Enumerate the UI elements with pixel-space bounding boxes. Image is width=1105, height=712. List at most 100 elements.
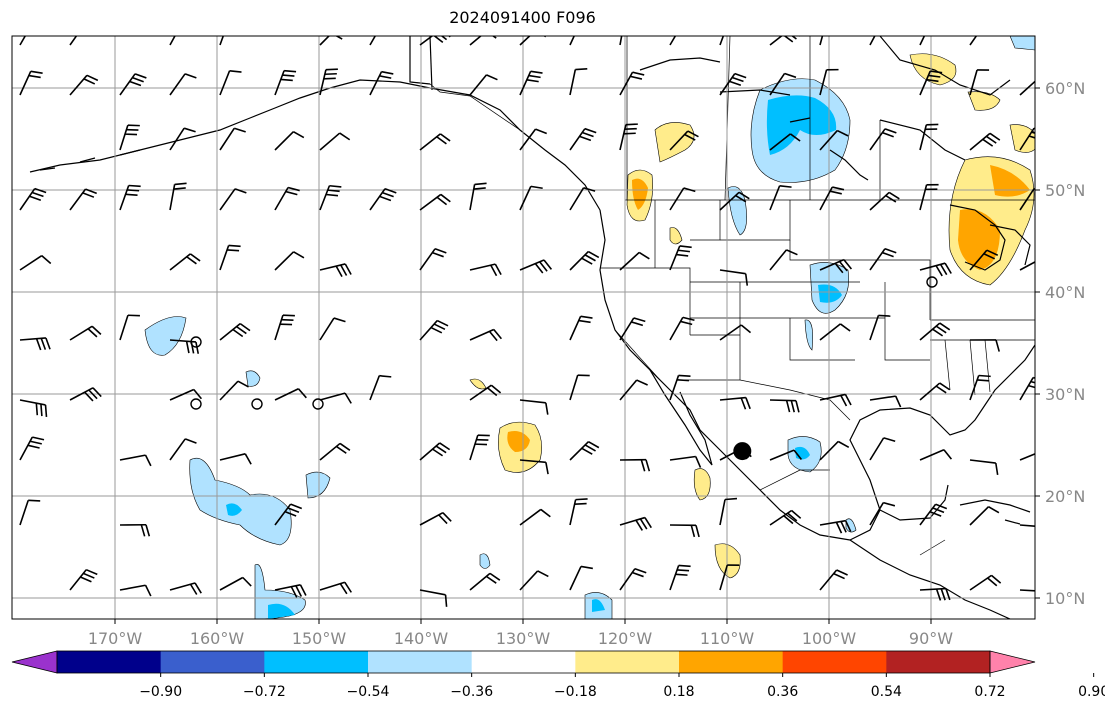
wind-barb: [19, 187, 47, 211]
wind-barb: [869, 314, 891, 341]
wind-barb: [819, 186, 845, 211]
calm-wind-circle: [312, 398, 324, 410]
wind-barb: [319, 263, 352, 278]
wind-barb: [319, 442, 351, 461]
wind-barb: [669, 36, 677, 46]
wind-barb: [69, 36, 78, 46]
wind-barb: [819, 129, 849, 151]
wind-barb: [819, 440, 850, 461]
wind-barb: [569, 440, 600, 461]
calm-wind-circle: [190, 398, 202, 410]
lat-tick-label: 40°N: [1045, 283, 1085, 302]
wind-barb: [669, 245, 692, 271]
wind-barb: [69, 188, 97, 211]
coastlines: [29, 36, 1035, 619]
wind-barb: [119, 124, 140, 151]
colorbar: −0.90 −0.72 −0.54 −0.36 −0.18 0.18 0.36 0.54 0.7…: [11, 650, 1105, 700]
wind-barb: [519, 399, 549, 415]
wind-barb: [569, 36, 576, 46]
wind-barb: [769, 36, 801, 46]
wind-barb: [769, 72, 797, 96]
wind-barb: [919, 70, 943, 96]
wind-barb: [169, 182, 187, 211]
wind-barb: [319, 68, 338, 96]
colorbar-tick-label: 0.90: [1078, 684, 1105, 700]
lon-tick-label: 110°W: [700, 629, 755, 648]
wind-barb: [919, 382, 951, 401]
wind-barb: [1019, 376, 1035, 401]
wind-barb: [219, 188, 247, 211]
wind-barb: [274, 186, 300, 211]
wind-barb: [719, 564, 740, 591]
wind-barb: [569, 315, 593, 341]
wind-barb: [569, 374, 590, 401]
wind-barb: [519, 508, 551, 526]
lon-tick-label: 120°W: [598, 629, 653, 648]
wind-barb: [419, 442, 451, 461]
wind-barb: [869, 36, 876, 46]
wind-barb: [869, 501, 896, 526]
wind-barb: [969, 339, 1000, 352]
wind-barb: [1019, 80, 1035, 96]
wind-barb: [519, 259, 553, 274]
wind-barb: [919, 262, 952, 277]
wind-barb: [274, 69, 297, 96]
wind-barb: [319, 581, 352, 595]
wind-barb: [769, 399, 800, 413]
colorbar-segment: [679, 651, 784, 673]
wind-barb: [669, 316, 695, 341]
wind-barb: [274, 130, 305, 151]
wind-barb: [719, 324, 752, 341]
latitude-ticks: 60°N 50°N 40°N 30°N 20°N 10°N: [1035, 79, 1085, 608]
wind-barb: [69, 74, 99, 96]
wind-barb: [274, 584, 307, 598]
wind-barb: [419, 36, 451, 46]
wind-barb: [819, 393, 852, 407]
wind-barbs: [19, 36, 1035, 607]
wind-barb: [319, 184, 342, 211]
colorbar-segment: [368, 651, 473, 673]
colorbar-tick-label: 0.72: [974, 684, 1005, 700]
colorbar-segment: [160, 651, 265, 673]
colorbar-tick-label: −0.72: [243, 684, 286, 700]
wind-barb: [469, 434, 490, 461]
calm-wind-circle: [926, 276, 938, 288]
wind-barb: [119, 454, 152, 467]
wind-barb: [719, 191, 750, 211]
colorbar-tick-label: −0.54: [347, 684, 390, 700]
wind-barb: [19, 254, 52, 271]
wind-barb: [619, 516, 652, 531]
wind-barb: [669, 524, 700, 538]
wind-barb: [469, 263, 502, 277]
wind-barb: [769, 249, 798, 271]
wind-barb: [769, 509, 802, 526]
wind-barb: [119, 314, 140, 341]
wind-barb: [19, 436, 45, 461]
colorbar-segment: [57, 651, 162, 673]
wind-barb: [1019, 524, 1035, 527]
wind-barb: [119, 523, 151, 537]
wind-barb: [419, 133, 451, 151]
lon-tick-label: 130°W: [496, 629, 551, 648]
wind-barb: [819, 519, 852, 534]
wind-barb: [569, 187, 596, 211]
wind-barb: [769, 133, 801, 151]
colorbar-segment: [575, 651, 680, 673]
wind-barb: [469, 182, 487, 211]
wind-barb: [19, 36, 27, 46]
wind-barb: [1019, 453, 1035, 461]
wind-barb: [274, 503, 303, 526]
wind-barb: [819, 68, 839, 96]
wind-barb: [274, 251, 305, 271]
wind-barb: [869, 191, 900, 211]
anomaly-shading: [144, 36, 1035, 619]
wind-barb: [369, 374, 392, 401]
wind-barb: [219, 380, 249, 401]
wind-barb: [169, 127, 196, 151]
wind-barb: [619, 317, 646, 341]
wind-barb: [469, 36, 497, 46]
lon-tick-label: 140°W: [394, 629, 449, 648]
wind-barb: [274, 314, 295, 341]
wind-barb: [969, 574, 1002, 591]
